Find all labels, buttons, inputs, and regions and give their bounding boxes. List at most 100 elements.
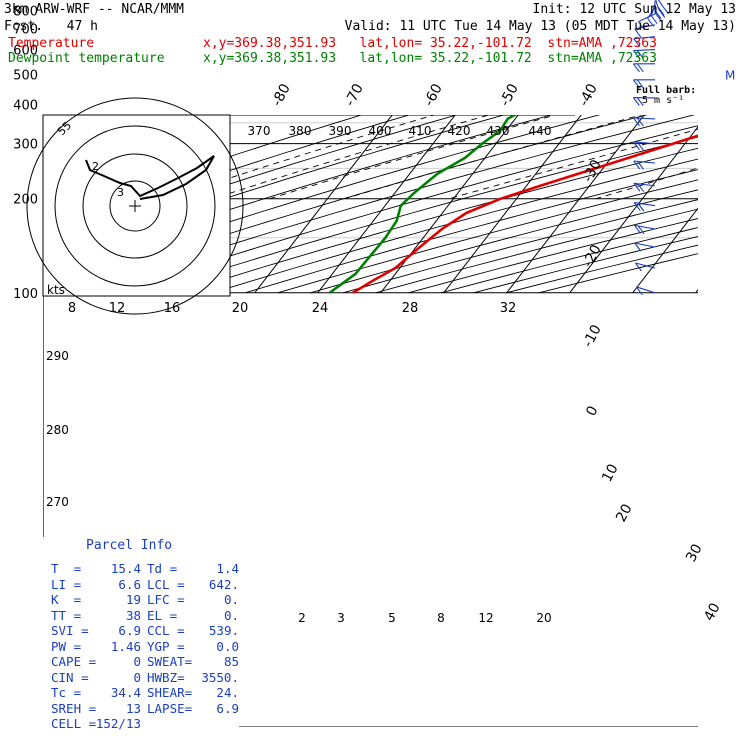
parcel-info-cell: SHEAR= <box>147 685 193 700</box>
parcel-info-cell: 0.0 <box>216 638 239 654</box>
dewpoint-legend: Dewpoint temperature <box>8 51 165 66</box>
isotherm-tick-label: 30 <box>683 541 705 564</box>
parcel-info-cell: LCL = <box>147 576 185 592</box>
hodograph-ring-label: 3 <box>117 186 124 199</box>
wind-barb <box>633 117 656 120</box>
isotherm-tick-label: -60 <box>421 81 446 109</box>
wind-barb <box>634 224 656 230</box>
pressure-tick-label: 800 <box>13 4 38 19</box>
parcel-info-cell: CAPE = <box>51 654 97 669</box>
temperature-location: x,y=369.38,351.93 lat,lon= 35.22,-101.72… <box>203 36 657 51</box>
wind-barb-flag <box>634 224 641 234</box>
pressure-tick-label: 900 <box>13 0 38 4</box>
valid-time: Valid: 11 UTC Tue 14 May 13 (05 MDT Tue … <box>344 19 736 34</box>
parcel-info-cell: 0 <box>133 654 141 669</box>
hodograph-speed-tick: 32 <box>500 301 517 316</box>
wind-barb <box>633 49 656 52</box>
dry-adiabat-line <box>114 125 698 294</box>
wind-barb-flag <box>654 10 662 19</box>
dry-adiabat-line <box>147 136 698 294</box>
parcel-info-cell: SREH = <box>51 700 97 716</box>
parcel-info-cell: 1.46 <box>110 638 141 654</box>
isotherm-tick-label: 10 <box>599 461 621 484</box>
parcel-info-cell: 1.4 <box>216 561 239 576</box>
hodograph-speed-tick: 28 <box>402 301 419 316</box>
full-barb-label: Full barb: <box>636 85 697 96</box>
wind-barb-flag <box>637 141 644 151</box>
parcel-info-cell: HWBZ= <box>147 669 185 685</box>
hodograph-ring <box>26 97 244 315</box>
temperature-profile <box>352 134 698 294</box>
parcel-info-cell: YGP = <box>147 638 185 654</box>
wind-barb-flag <box>638 21 645 30</box>
pressure-tick-label: 100 <box>13 287 38 302</box>
isotherm-tick-label: 0 <box>583 403 601 418</box>
theta-top-label: 420 <box>448 124 471 138</box>
wind-barb-flag <box>633 202 641 211</box>
mixing-ratio-label: 20 <box>536 611 551 625</box>
wind-barb-flag <box>637 183 645 193</box>
hodograph-trace <box>85 155 215 200</box>
init-time: Init: 12 UTC Sun 12 May 13 <box>532 2 737 17</box>
pressure-tick-label: 600 <box>13 44 38 59</box>
parcel-info-cell: 0. <box>223 607 239 623</box>
wind-barb-flag <box>658 9 666 18</box>
pressure-tick-label: 200 <box>13 193 38 208</box>
parcel-info-title: Parcel Info <box>86 538 173 553</box>
wind-barb <box>638 13 656 23</box>
parcel-info-cell: Td = <box>147 561 178 576</box>
parcel-info-cell: CCL = <box>147 623 185 638</box>
parcel-info-cell: 19 <box>125 592 141 607</box>
parcel-info-row: K = 19 LFC = 0. <box>51 592 239 607</box>
parcel-info-row: CIN = 0 HWBZ= 3550. <box>51 670 239 685</box>
wind-barb <box>657 0 663 7</box>
chart-profiles <box>328 115 698 294</box>
dry-adiabat-line <box>43 115 553 273</box>
isotherm-line <box>695 289 698 294</box>
isotherm-tick-label: -10 <box>580 322 605 350</box>
hodograph-speed-tick: 16 <box>164 301 181 316</box>
hodograph-speed-tick: 20 <box>232 301 249 316</box>
parcel-info-cell: 34.4 <box>110 685 141 700</box>
parcel-info-cell: 539. <box>208 623 239 638</box>
isotherm-line <box>317 115 456 294</box>
parcel-info-cell: 13 <box>125 700 141 716</box>
wind-barb-flag <box>636 50 644 59</box>
isotherm-tick-label: -40 <box>576 81 601 109</box>
wind-barb-flag <box>636 79 644 89</box>
parcel-info-cell: LAPSE= <box>147 700 193 716</box>
isotherm-line <box>380 115 519 294</box>
hodograph-speed-tick: 8 <box>68 301 76 316</box>
parcel-info-cell: PW = <box>51 638 82 654</box>
parcel-info-cell: LFC = <box>147 592 185 607</box>
hodograph-ring <box>54 125 216 287</box>
dry-adiabat-line <box>43 115 601 285</box>
parcel-info-row: SVI = 6.9 CCL = 539. <box>51 623 239 638</box>
dry-adiabat-line <box>43 115 458 248</box>
parcel-info-cell: CIN = <box>51 669 89 685</box>
dewpoint-profile <box>328 115 518 294</box>
dry-adiabat-line <box>81 115 696 294</box>
model-title: 3km ARW-WRF -- NCAR/MMM <box>4 2 185 17</box>
parcel-info-cell: 0 <box>133 669 141 685</box>
parcel-info-cell: 15.4 <box>110 561 141 576</box>
hodograph-speed-unit: kts <box>47 283 65 297</box>
wind-barb-flag <box>632 97 640 106</box>
parcel-info-cell: K = <box>51 592 82 607</box>
theta-top-label: 400 <box>369 124 392 138</box>
theta-left-label: 270 <box>46 495 69 509</box>
mixing-ratio-label: 3 <box>337 611 345 625</box>
temperature-legend: Temperature <box>8 36 95 51</box>
parcel-info-cell: 6.9 <box>118 623 141 638</box>
wind-barb-flag <box>654 12 662 22</box>
wind-barb-flag <box>633 141 641 151</box>
pressure-tick-label: 400 <box>13 99 38 114</box>
wind-barb-flag <box>650 15 658 25</box>
wind-barb <box>635 262 656 269</box>
pressure-tick-label: 700 <box>13 23 38 38</box>
chart-labels: 1002003004005006007008009001000-80-70-60… <box>13 0 735 625</box>
wind-barb <box>634 202 656 207</box>
isotherm-line <box>506 115 645 294</box>
